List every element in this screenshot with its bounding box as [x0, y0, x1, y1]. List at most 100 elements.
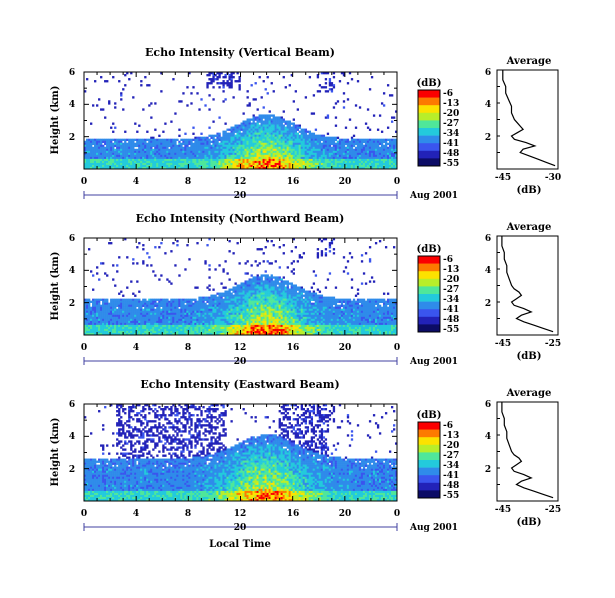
heatmap-cell [264, 162, 267, 166]
heatmap-cell [92, 160, 95, 164]
heatmap-cell [204, 318, 207, 322]
heatmap-cell [262, 308, 265, 312]
heatmap-cell [236, 148, 239, 152]
heatmap-cell [350, 166, 354, 169]
heatmap-cell [140, 302, 143, 305]
heatmap-cell [198, 310, 201, 314]
heatmap-cell [226, 292, 229, 295]
heatmap-cell [390, 166, 394, 169]
heatmap-cell [100, 140, 103, 144]
heatmap-cell [218, 324, 221, 328]
heatmap-cell [208, 82, 211, 85]
heatmap-cell [96, 158, 99, 162]
heatmap-cell [230, 312, 233, 316]
heatmap-cell [250, 314, 253, 318]
heatmap-cell [258, 262, 261, 265]
heatmap-cell [238, 284, 241, 287]
heatmap-cell [296, 152, 299, 156]
heatmap-cell [102, 328, 105, 332]
heatmap-cell [302, 134, 306, 137]
heatmap-cell [268, 110, 271, 113]
heatmap-cell [210, 298, 213, 301]
heatmap-cell [190, 166, 193, 169]
heatmap-cell [234, 332, 237, 335]
heatmap-cell [108, 138, 111, 142]
heatmap-cell [172, 330, 175, 334]
heatmap-cell [298, 138, 301, 142]
heatmap-cell [188, 320, 191, 324]
heatmap-cell [370, 164, 374, 168]
heatmap-cell [380, 160, 384, 164]
heatmap-cell [130, 158, 133, 162]
heatmap-cell [246, 136, 249, 139]
heatmap-cell [216, 142, 219, 146]
heatmap-cell [350, 158, 354, 162]
heatmap-cell [232, 288, 235, 291]
heatmap-cell [232, 294, 235, 297]
heatmap-cell [102, 326, 105, 330]
heatmap-cell [332, 158, 336, 162]
heatmap-cell [312, 154, 316, 158]
heatmap-cell [244, 306, 247, 310]
heatmap-cell [92, 166, 95, 169]
heatmap-cell [148, 320, 151, 324]
heatmap-cell [390, 94, 394, 97]
heatmap-cell [250, 326, 253, 330]
heatmap-cell [168, 148, 171, 152]
heatmap-cell [334, 160, 338, 164]
heatmap-cell [170, 302, 173, 305]
heatmap-cell [328, 82, 332, 85]
heatmap-cell [156, 314, 159, 318]
heatmap-cell [164, 144, 167, 148]
heatmap-cell [244, 130, 247, 133]
heatmap-cell [232, 286, 235, 289]
heatmap-cell [150, 308, 153, 312]
heatmap-cell [228, 142, 231, 146]
heatmap-cell [126, 152, 129, 156]
heatmap-cell [142, 302, 145, 305]
heatmap-cell [156, 162, 159, 166]
heatmap-cell [176, 166, 179, 169]
heatmap-cell [382, 160, 386, 164]
heatmap-cell [116, 144, 119, 148]
heatmap-cell [346, 154, 350, 158]
heatmap-cell [194, 142, 197, 146]
heatmap-cell [142, 262, 145, 265]
heatmap-cell [132, 164, 135, 168]
heatmap-cell [292, 148, 295, 152]
heatmap-cell [92, 308, 95, 312]
heatmap-cell [84, 332, 87, 335]
heatmap-cell [238, 296, 241, 299]
heatmap-cell [322, 144, 326, 148]
heatmap-cell [388, 152, 392, 156]
heatmap-cell [118, 142, 121, 146]
heatmap-cell [268, 152, 271, 156]
heatmap-cell [298, 134, 301, 137]
heatmap-cell [332, 140, 336, 144]
heatmap-cell [120, 162, 123, 166]
heatmap-cell [140, 146, 143, 150]
heatmap-cell [150, 306, 153, 310]
heatmap-cell [246, 118, 249, 121]
heatmap-cell [174, 160, 177, 164]
heatmap-cell [194, 138, 197, 142]
heatmap-cell [274, 148, 277, 152]
heatmap-cell [290, 148, 293, 152]
heatmap-cell [184, 144, 187, 148]
heatmap-cell [258, 118, 261, 121]
heatmap-cell [344, 164, 348, 168]
heatmap-cell [138, 148, 141, 152]
heatmap-cell [332, 152, 336, 156]
heatmap-cell [258, 130, 261, 133]
heatmap-cell [262, 126, 265, 129]
heatmap-cell [112, 264, 115, 267]
heatmap-cell [384, 142, 388, 146]
heatmap-cell [196, 320, 199, 324]
heatmap-cell [228, 78, 231, 81]
heatmap-cell [252, 320, 255, 324]
heatmap-cell [198, 144, 201, 148]
heatmap-cell [248, 296, 251, 299]
heatmap-cell [124, 138, 127, 142]
heatmap-cell [160, 318, 163, 322]
heatmap-cell [160, 302, 163, 305]
